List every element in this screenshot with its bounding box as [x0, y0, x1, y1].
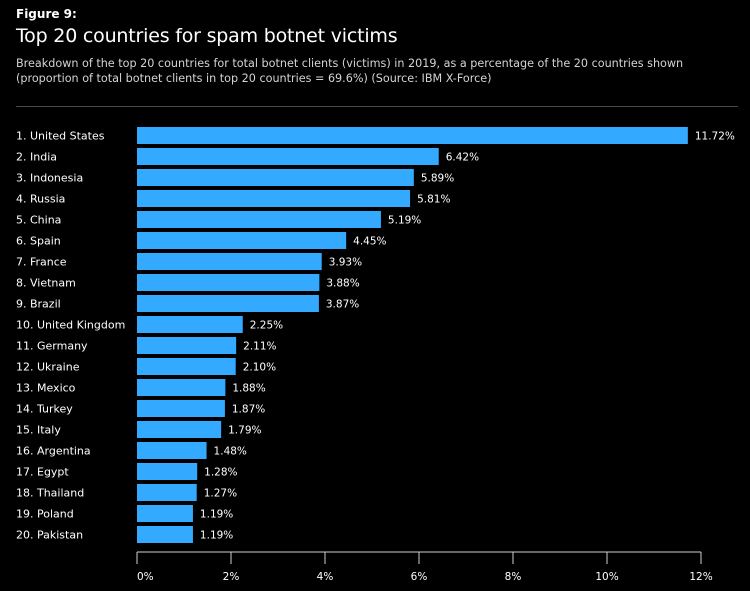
category-label: 8. Vietnam: [16, 277, 76, 290]
chart-subtitle: Breakdown of the top 20 countries for to…: [16, 57, 684, 85]
x-tick-label: 10%: [595, 571, 618, 583]
bar: [137, 295, 319, 312]
bar: [137, 379, 226, 396]
category-label: 15. Italy: [16, 424, 61, 437]
category-label: 1. United States: [16, 130, 105, 143]
x-tick-label: 6%: [411, 571, 428, 583]
value-label: 2.10%: [243, 362, 276, 374]
chart-title: Top 20 countries for spam botnet victims: [16, 25, 398, 47]
category-label: 17. Egypt: [16, 466, 69, 479]
value-label: 1.87%: [232, 404, 265, 416]
x-tick-label: 4%: [317, 571, 334, 583]
x-tick-label: 0%: [137, 571, 154, 583]
category-label: 3. Indonesia: [16, 172, 83, 185]
bar: [137, 358, 236, 375]
value-label: 3.88%: [326, 278, 359, 290]
value-label: 3.87%: [326, 299, 359, 311]
bar: [137, 232, 347, 249]
bar: [137, 148, 439, 165]
value-label: 5.19%: [388, 215, 421, 227]
category-label: 18. Thailand: [16, 487, 84, 500]
bar: [137, 127, 688, 144]
category-label: 4. Russia: [16, 193, 65, 206]
category-label: 9. Brazil: [16, 298, 61, 311]
bar: [137, 337, 237, 354]
bar: [137, 211, 381, 228]
category-label: 14. Turkey: [16, 403, 73, 416]
value-label: 2.25%: [250, 320, 283, 332]
bar: [137, 316, 243, 333]
value-label: 1.19%: [200, 509, 233, 521]
x-tick-label: 8%: [505, 571, 522, 583]
category-label: 10. United Kingdom: [16, 319, 125, 332]
value-label: 11.72%: [695, 131, 735, 143]
bar: [137, 421, 222, 438]
category-label: 5. China: [16, 214, 61, 227]
bar: [137, 190, 411, 207]
category-label: 11. Germany: [16, 340, 88, 353]
category-label: 7. France: [16, 256, 67, 269]
bar: [137, 169, 414, 186]
value-label: 5.89%: [421, 173, 454, 185]
bar: [137, 463, 198, 480]
value-label: 2.11%: [243, 341, 276, 353]
x-tick-label: 2%: [223, 571, 240, 583]
value-label: 1.27%: [204, 488, 237, 500]
header-divider: [16, 106, 738, 107]
bar: [137, 484, 197, 501]
value-label: 1.79%: [228, 425, 261, 437]
bar: [137, 442, 207, 459]
category-label: 16. Argentina: [16, 445, 91, 458]
value-label: 1.88%: [232, 383, 265, 395]
category-label: 20. Pakistan: [16, 529, 83, 542]
category-label: 12. Ukraine: [16, 361, 80, 374]
bar: [137, 526, 193, 543]
bar: [137, 274, 320, 291]
category-label: 13. Mexico: [16, 382, 76, 395]
value-label: 1.48%: [214, 446, 247, 458]
value-label: 1.28%: [204, 467, 237, 479]
bar: [137, 400, 225, 417]
chart-header: Figure 9: Top 20 countries for spam botn…: [16, 7, 738, 86]
value-label: 3.93%: [329, 257, 362, 269]
figure-label: Figure 9:: [16, 7, 77, 21]
value-label: 6.42%: [446, 152, 479, 164]
value-label: 5.81%: [417, 194, 450, 206]
bar: [137, 505, 193, 522]
category-label: 2. India: [16, 151, 57, 164]
value-label: 1.19%: [200, 530, 233, 542]
x-tick-label: 12%: [689, 571, 712, 583]
category-label: 6. Spain: [16, 235, 61, 248]
category-label: 19. Poland: [16, 508, 74, 521]
bar: [137, 253, 322, 270]
value-label: 4.45%: [353, 236, 386, 248]
